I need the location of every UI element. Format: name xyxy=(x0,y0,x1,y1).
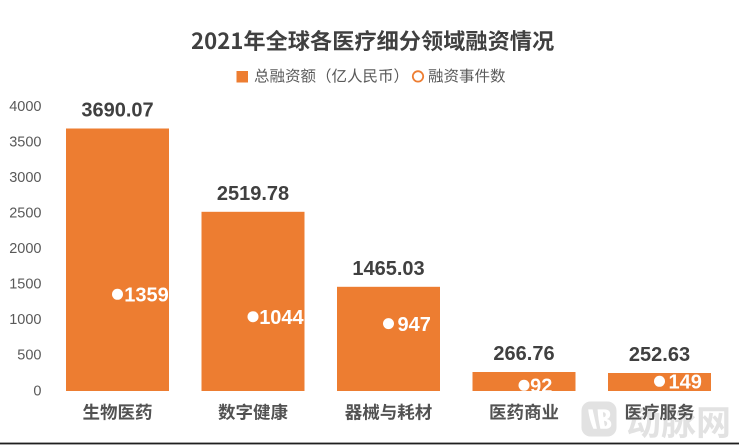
svg-text:1000: 1000 xyxy=(9,312,41,328)
svg-text:3690.07: 3690.07 xyxy=(81,100,153,122)
svg-text:1044: 1044 xyxy=(259,307,304,329)
svg-text:2519.78: 2519.78 xyxy=(217,183,289,205)
svg-text:4000: 4000 xyxy=(9,99,41,115)
svg-text:2000: 2000 xyxy=(9,241,41,257)
svg-text:1359: 1359 xyxy=(124,285,169,307)
svg-text:92: 92 xyxy=(530,376,552,398)
svg-text:1465.03: 1465.03 xyxy=(352,258,424,280)
svg-text:252.63: 252.63 xyxy=(629,344,690,366)
svg-text:500: 500 xyxy=(17,348,41,364)
svg-text:947: 947 xyxy=(398,314,431,336)
svg-text:2500: 2500 xyxy=(9,206,41,222)
svg-text:3500: 3500 xyxy=(9,134,41,150)
svg-text:266.76: 266.76 xyxy=(493,343,554,365)
svg-text:149: 149 xyxy=(669,372,702,394)
svg-text:0: 0 xyxy=(33,383,41,399)
svg-text:1500: 1500 xyxy=(9,277,41,293)
svg-text:3000: 3000 xyxy=(9,170,41,186)
